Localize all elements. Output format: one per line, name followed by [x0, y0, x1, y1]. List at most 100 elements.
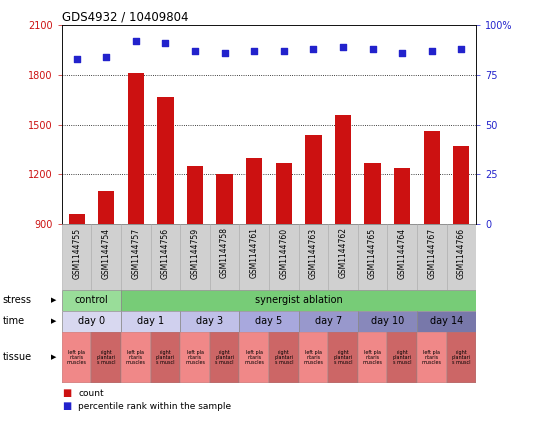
Text: GSM1144756: GSM1144756 [161, 228, 170, 279]
Bar [62, 290, 121, 311]
Text: GSM1144754: GSM1144754 [102, 228, 111, 279]
Text: right
plantari
s muscl: right plantari s muscl [97, 349, 116, 365]
Bar [358, 224, 387, 290]
Text: day 14: day 14 [430, 316, 463, 327]
Bar [453, 146, 470, 224]
Bar [305, 135, 322, 224]
Point [338, 44, 347, 51]
Bar [62, 332, 91, 383]
Text: GSM1144764: GSM1144764 [398, 228, 407, 279]
Bar [210, 332, 239, 383]
Text: right
plantari
s muscl: right plantari s muscl [156, 349, 175, 365]
Text: time: time [3, 316, 25, 327]
Text: GSM1144763: GSM1144763 [309, 228, 318, 279]
Text: GSM1144762: GSM1144762 [338, 228, 348, 278]
Bar [364, 163, 381, 224]
Bar [358, 311, 417, 332]
Bar [328, 332, 358, 383]
Point [250, 48, 258, 55]
Text: count: count [78, 389, 104, 398]
Bar [151, 224, 180, 290]
Text: tissue: tissue [3, 352, 32, 363]
Text: left pla
ntaris
muscles: left pla ntaris muscles [422, 349, 442, 365]
Bar [387, 332, 417, 383]
Text: control: control [75, 295, 108, 305]
Point [161, 40, 169, 47]
Bar [151, 332, 180, 383]
Bar [187, 166, 203, 224]
Bar [239, 332, 269, 383]
Text: percentile rank within the sample: percentile rank within the sample [78, 401, 231, 411]
Text: GSM1144760: GSM1144760 [279, 228, 288, 279]
Text: right
plantari
s muscl: right plantari s muscl [274, 349, 293, 365]
Bar [91, 224, 121, 290]
Bar [216, 175, 233, 224]
Bar [299, 332, 328, 383]
Text: GSM1144765: GSM1144765 [368, 228, 377, 279]
Bar [239, 311, 299, 332]
Bar [91, 332, 121, 383]
Text: GSM1144755: GSM1144755 [72, 228, 81, 279]
Text: GSM1144757: GSM1144757 [131, 228, 140, 279]
Text: GSM1144759: GSM1144759 [190, 228, 200, 279]
Bar [121, 290, 476, 311]
Text: ■: ■ [62, 401, 71, 411]
Text: day 5: day 5 [256, 316, 282, 327]
Bar [417, 332, 447, 383]
Bar [269, 332, 299, 383]
Point [190, 48, 199, 55]
Bar [447, 224, 476, 290]
Text: day 7: day 7 [315, 316, 342, 327]
Text: GSM1144767: GSM1144767 [427, 228, 436, 279]
Text: right
plantari
s muscl: right plantari s muscl [452, 349, 471, 365]
Point [72, 56, 81, 63]
Bar [394, 168, 410, 224]
Text: left pla
ntaris
muscles: left pla ntaris muscles [126, 349, 146, 365]
Text: day 1: day 1 [137, 316, 164, 327]
Bar [299, 224, 328, 290]
Bar [98, 191, 115, 224]
Bar [121, 311, 180, 332]
Point [279, 48, 288, 55]
Text: stress: stress [3, 295, 32, 305]
Text: left pla
ntaris
muscles: left pla ntaris muscles [303, 349, 323, 365]
Text: ▶: ▶ [51, 297, 56, 303]
Text: left pla
ntaris
muscles: left pla ntaris muscles [363, 349, 383, 365]
Text: ▶: ▶ [51, 354, 56, 360]
Point [131, 38, 140, 45]
Bar [423, 132, 440, 224]
Text: GSM1144766: GSM1144766 [457, 228, 466, 279]
Text: right
plantari
s muscl: right plantari s muscl [393, 349, 412, 365]
Point [102, 54, 110, 60]
Point [220, 50, 229, 57]
Bar [121, 332, 151, 383]
Point [427, 48, 436, 55]
Text: day 10: day 10 [371, 316, 404, 327]
Bar [417, 224, 447, 290]
Bar [62, 311, 121, 332]
Bar [358, 332, 387, 383]
Text: right
plantari
s muscl: right plantari s muscl [215, 349, 234, 365]
Bar [417, 311, 476, 332]
Bar [246, 158, 263, 224]
Text: right
plantari
s muscl: right plantari s muscl [334, 349, 352, 365]
Bar [157, 96, 174, 224]
Text: GSM1144758: GSM1144758 [220, 228, 229, 278]
Text: day 0: day 0 [78, 316, 105, 327]
Bar [387, 224, 417, 290]
Text: GSM1144761: GSM1144761 [250, 228, 259, 278]
Text: left pla
ntaris
muscles: left pla ntaris muscles [185, 349, 205, 365]
Bar [335, 115, 351, 224]
Bar [447, 332, 476, 383]
Bar [328, 224, 358, 290]
Point [457, 46, 465, 52]
Point [309, 46, 317, 52]
Bar [299, 311, 358, 332]
Point [398, 50, 406, 57]
Bar [210, 224, 239, 290]
Text: left pla
ntaris
muscles: left pla ntaris muscles [244, 349, 264, 365]
Text: ■: ■ [62, 388, 71, 398]
Bar [128, 74, 144, 224]
Text: day 3: day 3 [196, 316, 223, 327]
Bar [62, 224, 91, 290]
